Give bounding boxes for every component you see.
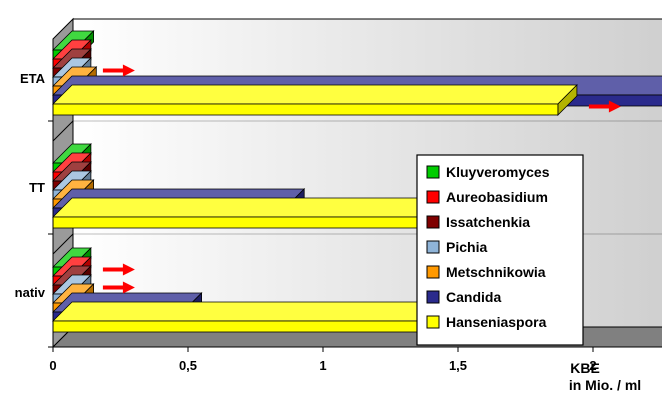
legend-box [416,154,584,346]
bar-top-face [52,84,578,105]
legend-label-hanseniaspora: Hanseniaspora [446,314,547,330]
legend-swatch-candida [426,290,440,304]
category-label-tt: TT [29,180,45,195]
legend-swatch-pichia [426,240,440,254]
axes-layer: 00,511,522,533,5ETATTnativKBEin Mio. / m… [15,39,662,393]
legend-label-aureobasidium: Aureobasidium [446,189,548,205]
x-axis-title-line2: in Mio. / ml [569,377,641,393]
x-tick-label: 1 [319,358,326,373]
legend-swatch-metschnikowia [426,265,440,279]
red-arrow-eta-issatchenkia [102,64,135,77]
x-tick-label: 0,5 [179,358,197,373]
category-divider-side [52,120,74,142]
legend-label-candida: Candida [446,289,501,305]
x-tick-label: 2 [589,358,596,373]
x-tick-label: 1,5 [449,358,467,373]
x-tick-label: 0 [49,358,56,373]
legend-swatch-hanseniaspora [426,315,440,329]
legend-label-kluyveromyces: Kluyveromyces [446,164,550,180]
red-arrow-nativ-issatchenkia [102,281,135,294]
legend-swatch-issatchenkia [426,215,440,229]
red-arrow-nativ-kluyveromyces [102,263,135,276]
legend-label-issatchenkia: Issatchenkia [446,214,530,230]
category-label-nativ: nativ [15,285,46,300]
red-arrow-eta-hanseniaspora [588,100,621,113]
arrows-layer [102,64,621,294]
legend-swatch-kluyveromyces [426,165,440,179]
legend-label-pichia: Pichia [446,239,487,255]
bar-front-face [52,103,559,116]
bar-eta-hanseniaspora [52,84,578,116]
legend-label-metschnikowia: Metschnikowia [446,264,546,280]
x-axis-title-line1: KBE [570,360,600,376]
legend-swatch-aureobasidium [426,190,440,204]
category-label-eta: ETA [20,71,46,86]
legend: Kluyveromyces Aureobasidium Issatchenkia Pi… [416,154,584,346]
category-divider-side [52,233,74,255]
